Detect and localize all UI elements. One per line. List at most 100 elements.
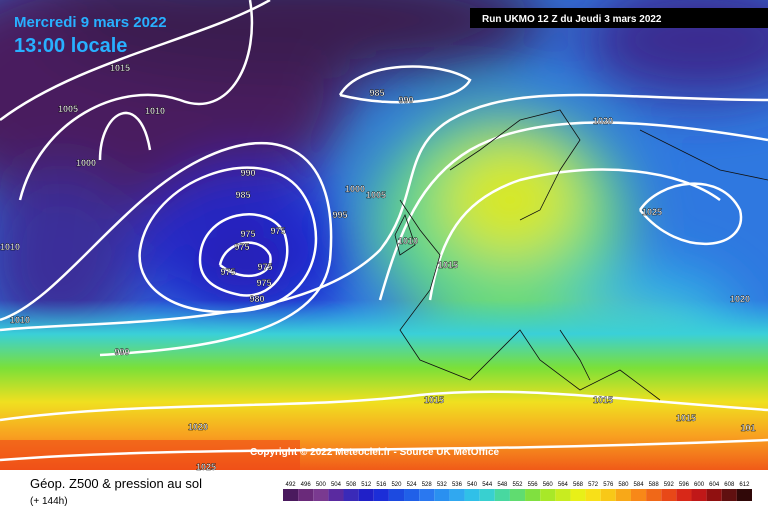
scale-swatch [509,489,526,501]
scale-swatch [358,489,374,501]
isobar-label: 1005 [58,104,78,114]
scale-label: 540 [467,482,478,488]
color-scale: 492 496 500 504 508 512 516 520 524 528 532 536 540 5… [283,482,752,501]
scale-label: 516 [376,482,387,488]
isobar-label: 1015 [110,63,130,73]
isobar-label: 975 [220,267,235,277]
scale-label: 568 [573,482,584,488]
scale-swatch [570,489,586,501]
scale-swatch [661,489,677,501]
scale-swatch [721,489,737,501]
scale-swatch [373,489,389,501]
isobar-label: 995 [332,210,347,220]
scale-swatch [691,489,707,501]
scale-swatch [676,489,692,501]
isobar-label: 1015 [438,260,458,270]
isobar-label: 1015 [593,395,613,405]
scale-label: 576 [603,482,614,488]
isobar-label: 1025 [196,462,216,472]
scale-label: 596 [679,482,690,488]
scale-label: 580 [618,482,629,488]
isobar-label: 1025 [642,207,662,217]
scale-label: 544 [482,482,493,488]
isobar-label: 1005 [366,190,386,200]
scale-label: 564 [558,482,569,488]
scale-swatch [525,489,541,501]
background-field [0,0,768,470]
scale-swatch [313,489,329,501]
scale-swatch [540,489,556,501]
scale-label: 528 [422,482,433,488]
scale-label: 604 [709,482,720,488]
isobar-label: 101 [740,423,755,433]
isobar-label: 975 [270,226,285,236]
isobar-label: 990 [240,168,255,178]
scale-label: 584 [634,482,645,488]
isobar-label: 975 [257,262,272,272]
scale-swatch [298,489,314,501]
isobars [0,0,768,462]
scale-label: 508 [346,482,357,488]
scale-swatch [388,489,405,501]
scale-swatch [343,489,359,501]
scale-label: 500 [316,482,327,488]
isobar-label: 1010 [0,242,20,252]
scale-swatch [464,489,480,501]
scale-label: 572 [588,482,599,488]
legend-subtitle: (+ 144h) [30,496,68,507]
scale-swatch [479,489,495,501]
scale-swatch [585,489,601,501]
scale-swatch [404,489,420,501]
isobar-label: 985 [235,190,250,200]
scale-swatch [328,489,344,501]
copyright: Copyright © 2022 Meteociel.fr - Source U… [250,447,500,458]
scale-label: 588 [649,482,660,488]
time: 13:00 locale [14,35,127,57]
isobar-label: 1015 [424,395,444,405]
scale-label: 536 [452,482,463,488]
scale-swatch [706,489,722,501]
isobar-label: 1010 [10,315,30,325]
scale-label: 532 [437,482,448,488]
scale-label: 504 [331,482,342,488]
isobar-label: 1000 [76,158,96,168]
scale-swatch [434,489,450,501]
coastlines [394,109,768,401]
date: Mercredi 9 mars 2022 [14,14,167,31]
isobar-label: 975 [240,229,255,239]
run-box [470,8,768,28]
scale-swatch [419,489,435,501]
isobar-label: 980 [249,294,264,304]
scale-swatch [494,489,510,501]
scale-swatch [646,489,662,501]
scale-swatch [736,489,752,501]
legend-title: Géop. Z500 & pression au sol [30,476,202,491]
isobar-label: 1020 [730,294,750,304]
scale-label: 524 [407,482,418,488]
scale-label: 492 [286,482,297,488]
isobar-label: 985 [369,88,384,98]
isobar-label: 990 [398,95,413,105]
scale-label: 548 [497,482,508,488]
isobar-label: 975 [234,242,249,252]
scale-label: 560 [543,482,554,488]
isobar-label: 1020 [188,422,208,432]
run-info: Run UKMO 12 Z du Jeudi 3 mars 2022 [482,14,662,25]
scale-swatch [600,489,616,501]
scale-swatch [283,489,299,501]
scale-label: 600 [694,482,705,488]
scale-label: 496 [301,482,312,488]
scale-label: 520 [391,482,402,488]
isobar-label: 1000 [345,184,365,194]
isobar-label: 1020 [593,116,613,126]
scale-swatch [449,489,465,501]
scale-label: 612 [739,482,750,488]
scale-swatch [615,489,631,501]
isobar-label: 990 [114,347,129,357]
scale-swatch [555,489,571,501]
scale-label: 512 [361,482,372,488]
isobar-label: 975 [256,278,271,288]
